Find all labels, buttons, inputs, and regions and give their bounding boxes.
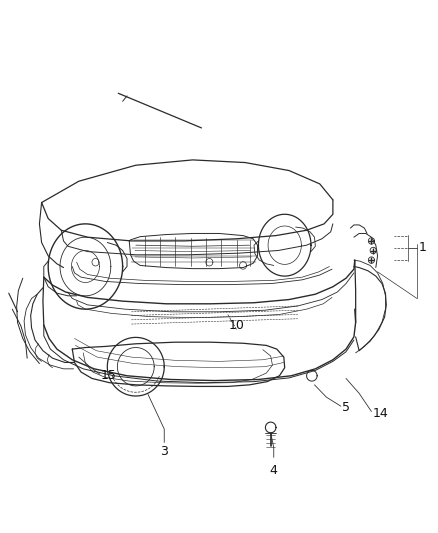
Text: 5: 5 — [342, 401, 350, 414]
Text: 15: 15 — [101, 369, 117, 382]
Text: 4: 4 — [270, 464, 278, 477]
Text: 1: 1 — [418, 241, 426, 254]
Text: 14: 14 — [372, 407, 388, 419]
Text: 10: 10 — [229, 319, 244, 332]
Text: 3: 3 — [160, 445, 168, 458]
